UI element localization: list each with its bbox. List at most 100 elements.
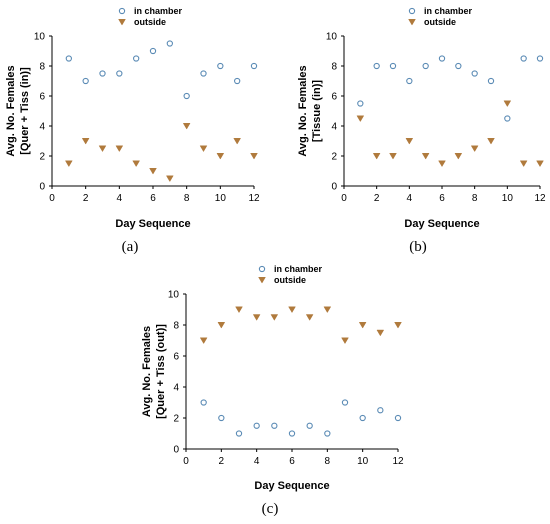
x-tick-label: 8 bbox=[184, 193, 190, 204]
y-tick-label: 4 bbox=[173, 383, 179, 394]
in-chamber-point bbox=[389, 62, 397, 70]
in-chamber-point bbox=[166, 40, 173, 47]
outside-point bbox=[250, 153, 258, 160]
outside-point bbox=[536, 160, 544, 168]
in-chamber-point bbox=[359, 414, 366, 422]
x-axis-title: Day Sequence bbox=[404, 218, 479, 230]
x-tick-label: 6 bbox=[289, 456, 295, 467]
y-tick-label: 2 bbox=[331, 152, 337, 163]
outside-point bbox=[115, 145, 124, 153]
y-axis-title: Avg. No. Females [Tissue (in)] bbox=[297, 65, 323, 156]
y-tick-label: 10 bbox=[168, 290, 180, 301]
y-axis-title: Avg. No. Females [Quer + Tiss (out)] bbox=[141, 324, 167, 419]
in-chamber-point bbox=[406, 77, 413, 85]
series-in-chamber bbox=[200, 399, 402, 437]
legend-marker-outside bbox=[258, 277, 266, 284]
outside-point bbox=[98, 145, 107, 153]
y-tick-label: 0 bbox=[173, 445, 179, 456]
x-tick-label: 8 bbox=[472, 193, 478, 204]
x-tick-label: 6 bbox=[439, 193, 445, 204]
chart-panel-1: 0 2 4 6 8 10 0 2 4 6 8 10 12 Day Sequence Avg. No. Fem… bbox=[5, 6, 260, 255]
y-tick-label: 0 bbox=[331, 182, 337, 193]
in-chamber-point bbox=[487, 77, 495, 85]
x-axis-title: Day Sequence bbox=[115, 218, 190, 230]
x-tick-label: 12 bbox=[392, 456, 404, 467]
x-tick-label: 12 bbox=[248, 193, 260, 204]
legend-marker-outside bbox=[408, 19, 416, 26]
outside-point bbox=[217, 322, 226, 329]
in-chamber-point bbox=[394, 414, 402, 422]
y-axis-title-line1: Avg. No. Females bbox=[5, 65, 17, 156]
panel-label: (b) bbox=[409, 239, 427, 255]
x-tick-label: 12 bbox=[534, 193, 546, 204]
outside-point bbox=[305, 314, 314, 321]
outside-point bbox=[323, 306, 332, 314]
outside-point bbox=[81, 138, 90, 145]
in-chamber-point bbox=[99, 70, 106, 77]
in-chamber-point bbox=[271, 422, 278, 429]
series-outside bbox=[356, 100, 544, 168]
y-axis-title-line2: [Quer + Tiss (in)] bbox=[19, 67, 31, 155]
outside-point bbox=[405, 138, 414, 145]
x-tick-label: 2 bbox=[219, 456, 225, 467]
x-tick-label: 10 bbox=[502, 193, 514, 204]
outside-point bbox=[132, 160, 141, 168]
outside-point bbox=[199, 145, 208, 153]
y-tick-label: 4 bbox=[39, 122, 45, 133]
outside-point bbox=[288, 306, 296, 314]
outside-point bbox=[438, 160, 446, 168]
y-axis-title-line2: [Quer + Tiss (out)] bbox=[155, 324, 167, 419]
legend-marker-in-chamber bbox=[258, 265, 266, 273]
outside-point bbox=[341, 337, 349, 345]
in-chamber-point bbox=[504, 115, 511, 122]
outside-point bbox=[64, 160, 73, 168]
in-chamber-point bbox=[253, 422, 260, 429]
outside-point bbox=[470, 145, 479, 153]
legend-marker-outside bbox=[118, 19, 126, 26]
y-tick-label: 10 bbox=[34, 32, 46, 43]
in-chamber-point bbox=[82, 77, 89, 85]
in-chamber-point bbox=[373, 62, 380, 70]
x-tick-label: 2 bbox=[374, 193, 380, 204]
outside-point bbox=[454, 153, 463, 160]
legend-label-outside: outside bbox=[274, 275, 306, 285]
legend-label-in-chamber: in chamber bbox=[424, 6, 473, 16]
in-chamber-point bbox=[536, 55, 544, 62]
x-tick-label: 4 bbox=[407, 193, 413, 204]
chart-panel-2: 0 2 4 6 8 10 0 2 4 6 8 10 12 Day Sequence Avg. No. Fem… bbox=[297, 6, 546, 255]
in-chamber-point bbox=[455, 62, 462, 70]
series-in-chamber bbox=[357, 55, 544, 122]
in-chamber-point bbox=[116, 70, 123, 77]
in-chamber-point bbox=[183, 92, 190, 100]
in-chamber-point bbox=[217, 62, 224, 70]
in-chamber-point bbox=[288, 430, 296, 437]
outside-point bbox=[252, 314, 261, 321]
outside-point bbox=[394, 322, 402, 329]
y-tick-label: 6 bbox=[39, 92, 45, 103]
x-axis-title: Day Sequence bbox=[254, 480, 329, 492]
outside-point bbox=[270, 314, 279, 321]
in-chamber-point bbox=[250, 62, 258, 70]
in-chamber-point bbox=[324, 430, 331, 437]
outside-point bbox=[199, 337, 208, 345]
in-chamber-point bbox=[218, 414, 225, 422]
y-axis-title: Avg. No. Females [Quer + Tiss (in)] bbox=[5, 65, 31, 156]
y-tick-label: 6 bbox=[331, 92, 337, 103]
legend-label-outside: outside bbox=[424, 17, 456, 27]
outside-point bbox=[182, 123, 191, 130]
x-tick-label: 4 bbox=[117, 193, 123, 204]
outside-point bbox=[503, 100, 512, 108]
in-chamber-point bbox=[471, 70, 478, 77]
outside-point bbox=[389, 153, 397, 160]
outside-point bbox=[421, 153, 430, 160]
legend-marker-in-chamber bbox=[118, 7, 126, 15]
in-chamber-point bbox=[65, 55, 72, 62]
in-chamber-point bbox=[234, 77, 241, 85]
y-tick-label: 0 bbox=[39, 182, 45, 193]
outside-point bbox=[356, 115, 365, 123]
legend-label-in-chamber: in chamber bbox=[274, 264, 323, 274]
legend-marker-in-chamber bbox=[408, 7, 416, 15]
outside-point bbox=[519, 160, 528, 168]
in-chamber-point bbox=[341, 399, 349, 406]
outside-point bbox=[149, 168, 157, 175]
